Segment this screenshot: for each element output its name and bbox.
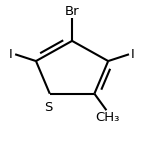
Text: Br: Br <box>65 5 79 18</box>
Text: I: I <box>131 48 135 61</box>
Text: S: S <box>44 101 52 114</box>
Text: I: I <box>9 48 13 61</box>
Text: CH₃: CH₃ <box>95 111 119 124</box>
